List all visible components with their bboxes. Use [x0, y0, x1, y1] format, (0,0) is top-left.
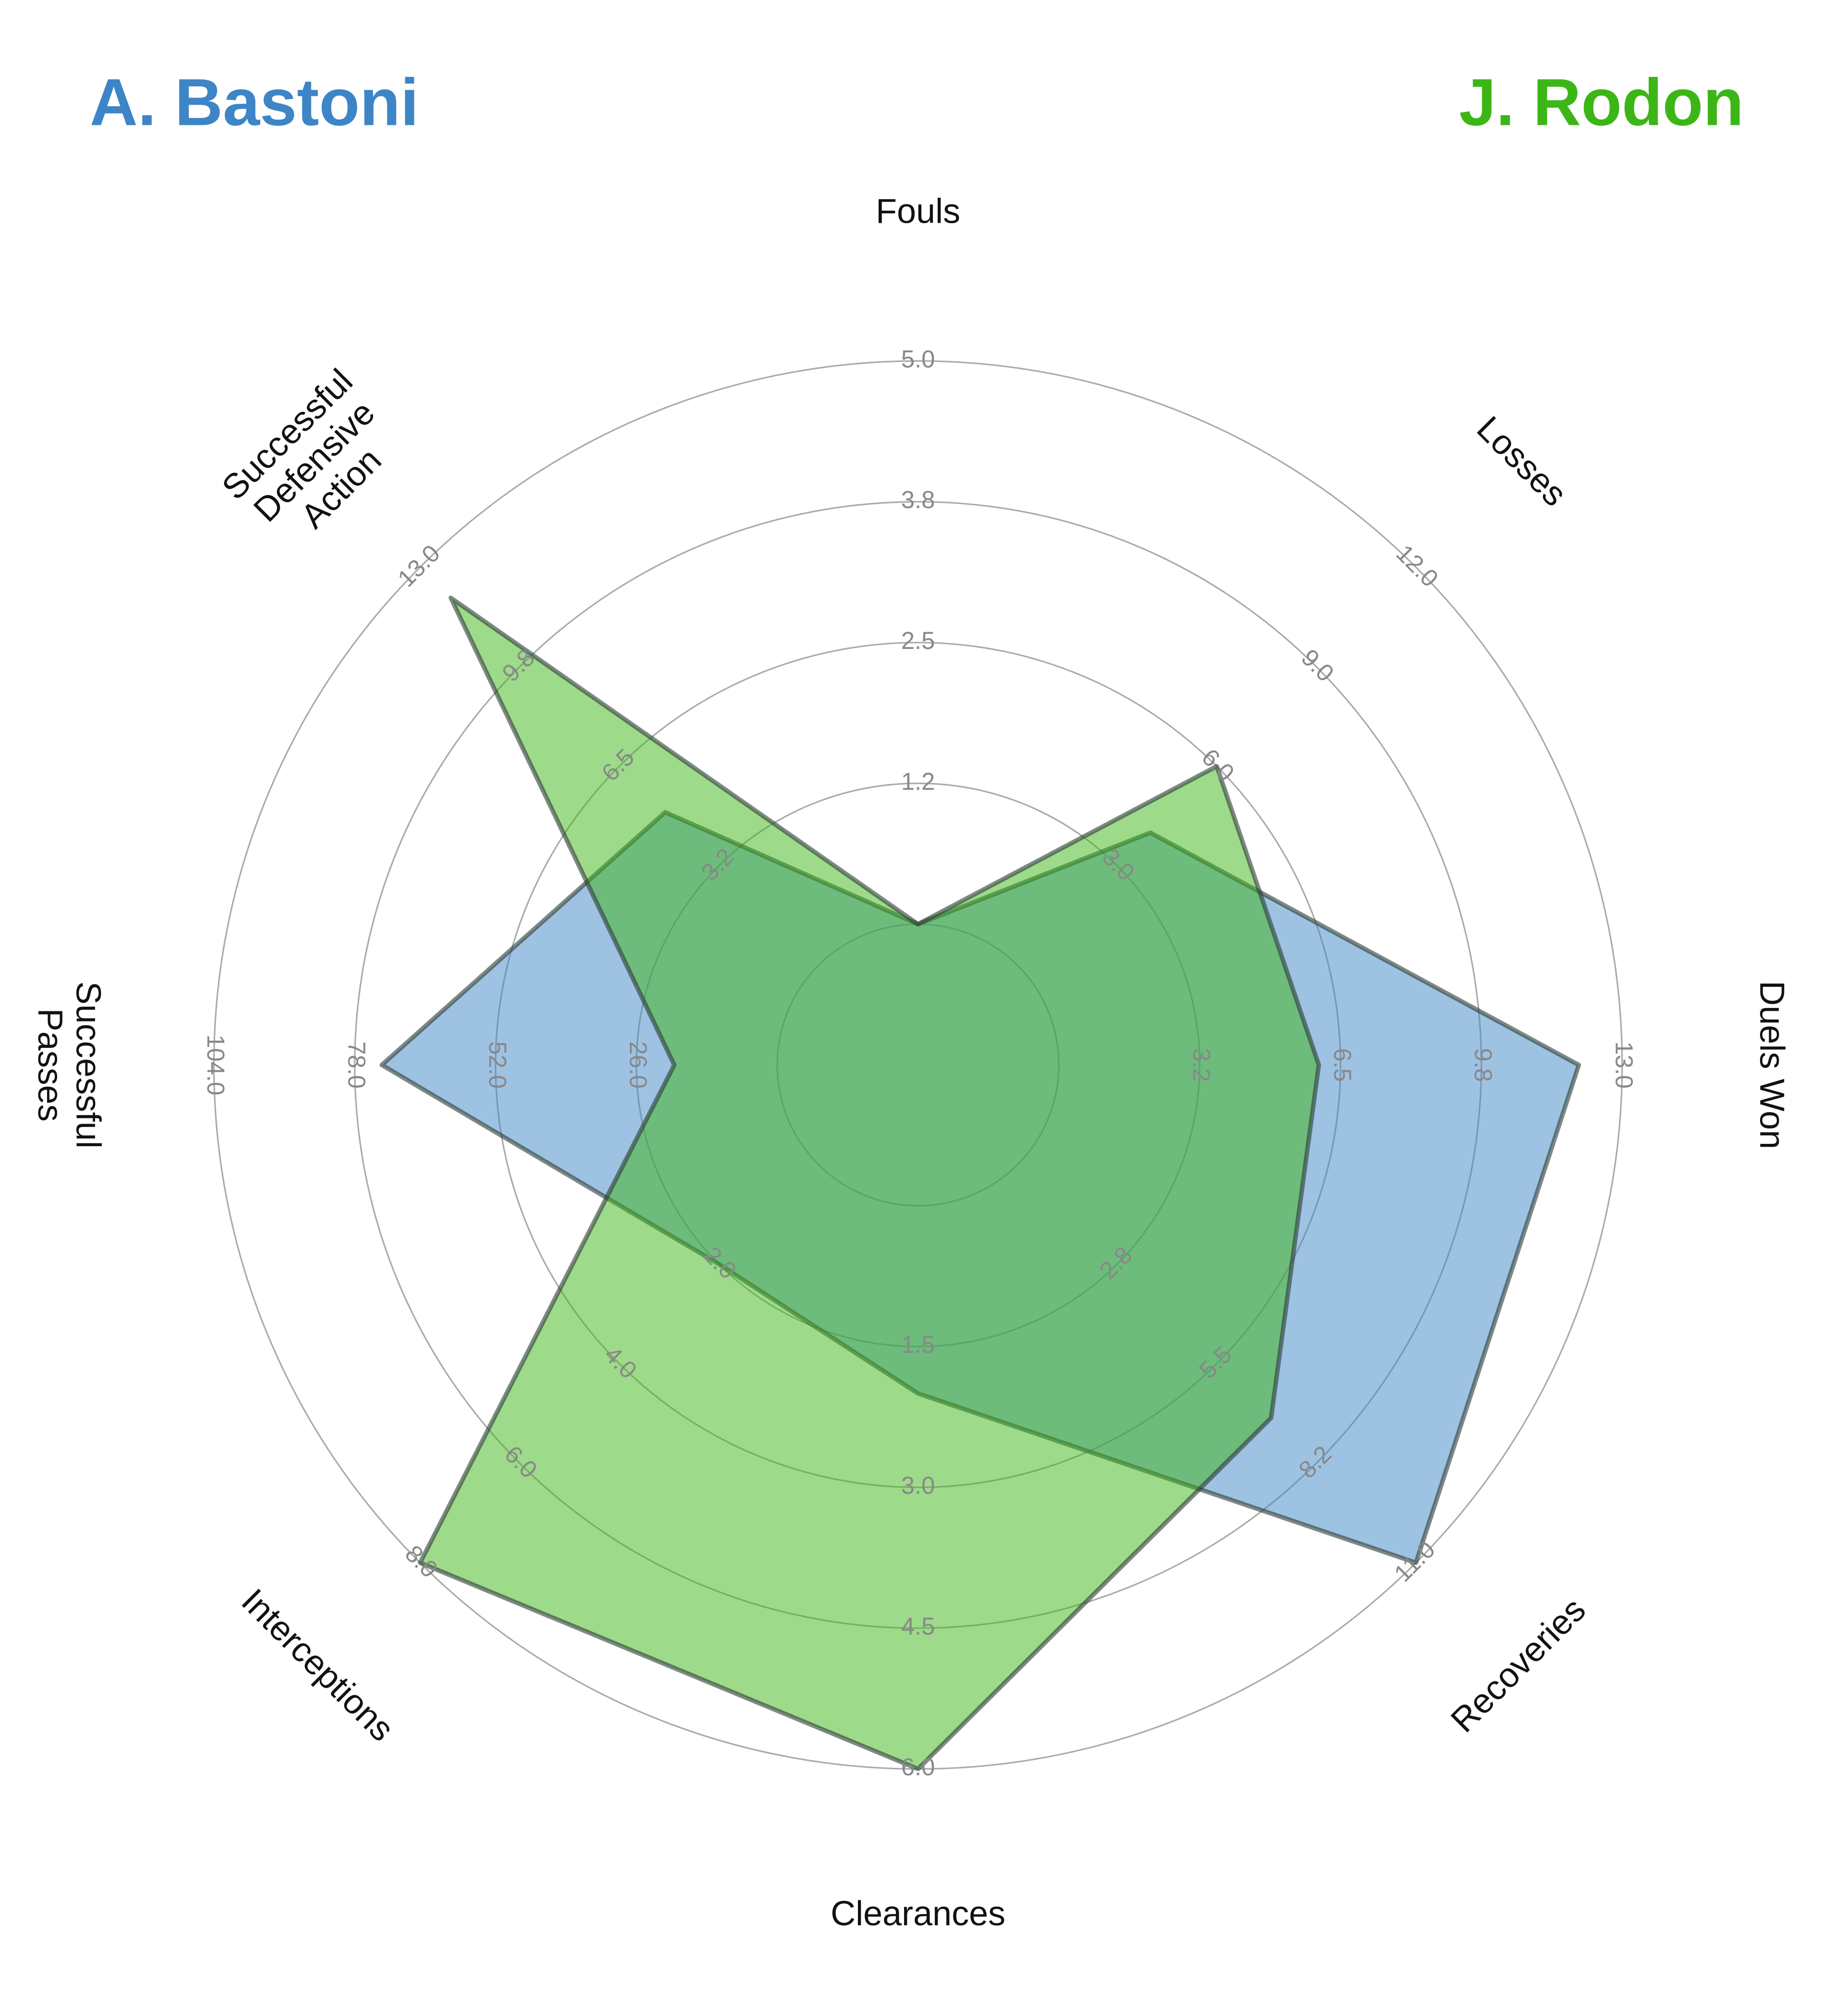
tick-label: 104.0 — [202, 1034, 229, 1095]
tick-label: 52.0 — [484, 1041, 511, 1089]
legend-entry: A. Bastoni — [90, 65, 419, 140]
tick-label: 4.5 — [901, 1612, 935, 1640]
tick-label: 9.0 — [1296, 644, 1339, 687]
tick-label: 1.2 — [901, 768, 935, 795]
axis-label: Clearances — [831, 1895, 1005, 1933]
tick-label: 3.0 — [901, 1472, 935, 1499]
axis-label: Interceptions — [234, 1582, 401, 1749]
axis-label: Duels Won — [1752, 981, 1791, 1149]
axis-label: Losses — [1470, 409, 1574, 514]
legend-entry: J. Rodon — [1459, 65, 1744, 140]
tick-label: 78.0 — [343, 1041, 370, 1089]
tick-label: 1.5 — [901, 1331, 935, 1358]
tick-label: 6.0 — [901, 1753, 935, 1781]
radar-area — [418, 595, 1321, 1771]
tick-label: 2.5 — [901, 627, 935, 654]
axis-label: SuccessfulPasses — [31, 982, 107, 1149]
tick-label: 5.0 — [901, 345, 935, 372]
tick-label: 13.0 — [1610, 1041, 1638, 1089]
axis-label: Recoveries — [1444, 1590, 1593, 1740]
tick-label: 9.8 — [1470, 1048, 1497, 1081]
tick-label: 26.0 — [625, 1041, 652, 1089]
axis-label: Fouls — [876, 192, 960, 230]
tick-label: 13.0 — [392, 540, 445, 592]
tick-label: 6.5 — [1329, 1048, 1356, 1081]
axis-label: SuccessfulDefensiveAction — [215, 362, 414, 561]
tick-label: 3.8 — [901, 486, 935, 514]
tick-label: 3.2 — [1188, 1048, 1215, 1081]
tick-label: 12.0 — [1391, 540, 1444, 592]
